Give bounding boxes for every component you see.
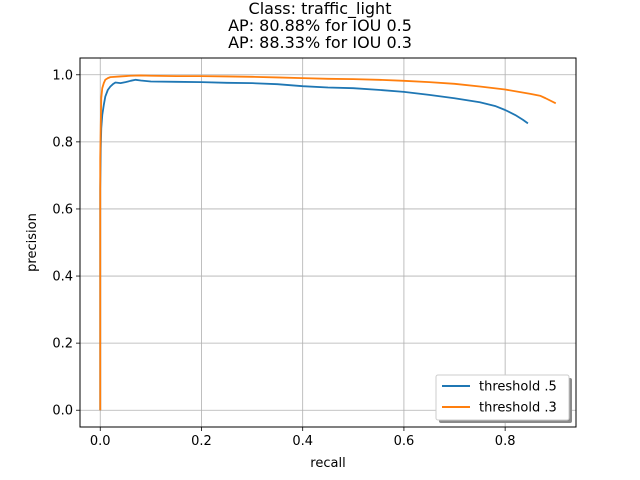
y-tick-label: 1.0 <box>52 68 73 83</box>
y-tick-label: 0.6 <box>52 202 73 217</box>
x-tick-label: 0.0 <box>90 434 111 449</box>
x-tick-label: 0.4 <box>292 434 313 449</box>
y-tick-label: 0.0 <box>52 404 73 419</box>
x-tick-label: 0.2 <box>191 434 212 449</box>
chart-title-line-1: Class: traffic_light <box>248 0 392 18</box>
x-tick-label: 0.8 <box>495 434 516 449</box>
series-line-threshold-5 <box>99 78 529 411</box>
ticks: 0.0 0.2 0.4 0.6 0.8 0.0 0.2 0.4 0.6 0.8 1.0 <box>52 68 515 449</box>
y-tick-label: 0.4 <box>52 270 73 285</box>
y-tick-label: 0.2 <box>52 337 73 352</box>
chart-title-line-3: AP: 88.33% for IOU 0.3 <box>228 33 412 52</box>
plot-frame <box>79 57 577 428</box>
y-axis-label: precision <box>25 213 40 272</box>
x-tick-label: 0.6 <box>394 434 415 449</box>
grid <box>80 58 576 427</box>
legend-label-threshold-3: threshold .3 <box>479 401 557 416</box>
y-tick-label: 0.8 <box>52 135 73 150</box>
chart-title-line-2: AP: 80.88% for IOU 0.5 <box>228 16 412 35</box>
legend-label-threshold-5: threshold .5 <box>479 380 557 395</box>
legend: threshold .5 threshold .3 <box>435 374 572 423</box>
series-lines <box>99 74 557 411</box>
series-line-threshold-3 <box>99 74 557 411</box>
x-axis-label: recall <box>310 456 345 471</box>
